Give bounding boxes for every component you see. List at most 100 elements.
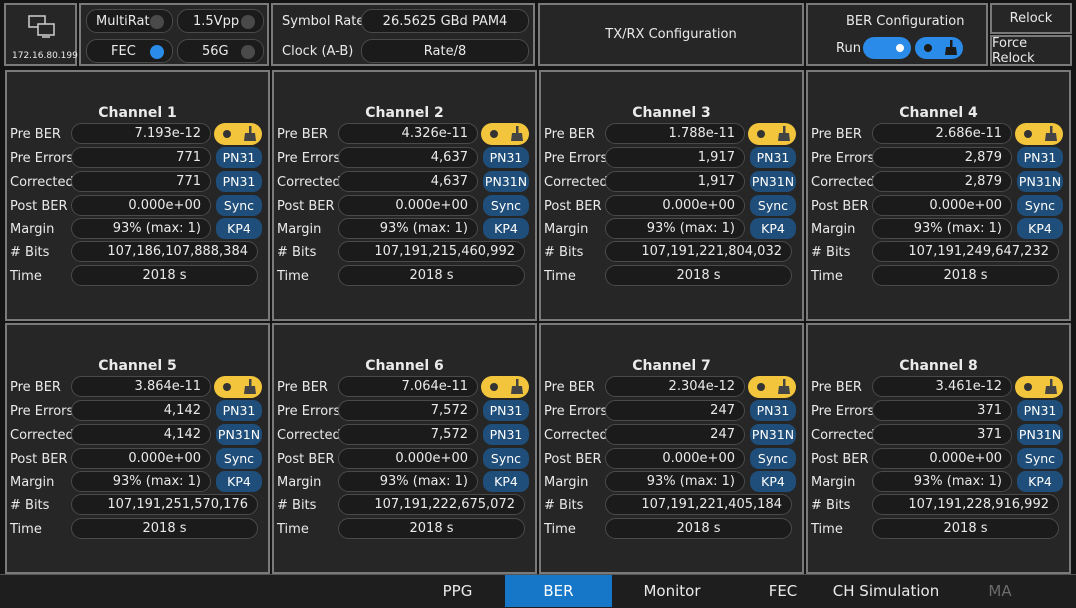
row-label-bits: # Bits bbox=[811, 498, 851, 513]
row-label-post-ber: Post BER bbox=[544, 199, 602, 214]
bits-value: 107,191,251,570,176 bbox=[107, 497, 248, 512]
pre-ber-reset-toggle[interactable] bbox=[481, 123, 529, 145]
post-ber-value: 0.000e+00 bbox=[929, 198, 1002, 213]
vpp-toggle[interactable]: 1.5Vpp bbox=[177, 9, 264, 33]
channel-title: Channel 2 bbox=[365, 105, 444, 121]
tag1-badge[interactable]: PN31 bbox=[216, 147, 262, 168]
pre-ber-value-field: 3.864e-11 bbox=[71, 376, 211, 397]
tag2-badge[interactable]: PN31N bbox=[483, 171, 529, 192]
tag2-badge[interactable]: PN31N bbox=[750, 424, 796, 445]
txrx-config-button[interactable]: TX/RX Configuration bbox=[538, 3, 804, 66]
tag2-badge[interactable]: PN31 bbox=[216, 171, 262, 192]
tag1-badge[interactable]: PN31 bbox=[750, 400, 796, 421]
tag3-badge[interactable]: Sync bbox=[750, 195, 796, 216]
row-label-pre-errors: Pre Errors bbox=[811, 404, 875, 419]
row-label-margin: Margin bbox=[544, 222, 589, 237]
tag4-badge[interactable]: KP4 bbox=[1017, 471, 1063, 492]
tag3-badge[interactable]: Sync bbox=[1017, 448, 1063, 469]
margin-value-field: 93% (max: 1) bbox=[605, 218, 745, 239]
post-ber-value: 0.000e+00 bbox=[662, 198, 735, 213]
tag2-badge[interactable]: PN31N bbox=[216, 424, 262, 445]
post-ber-value: 0.000e+00 bbox=[662, 451, 735, 466]
tag4-badge[interactable]: KP4 bbox=[483, 471, 529, 492]
clock-field[interactable]: Rate/8 bbox=[361, 39, 529, 63]
tag1-badge[interactable]: PN31 bbox=[483, 400, 529, 421]
pre-ber-reset-toggle[interactable] bbox=[748, 123, 796, 145]
pre-ber-reset-toggle[interactable] bbox=[1015, 123, 1063, 145]
post-ber-value-field: 0.000e+00 bbox=[872, 448, 1012, 469]
tab-fec[interactable]: FEC bbox=[768, 582, 798, 600]
corrected-value: 1,917 bbox=[697, 174, 735, 189]
tag3-badge[interactable]: Sync bbox=[750, 448, 796, 469]
device-ip: 172.16.80.199 bbox=[12, 51, 78, 61]
tag2-badge[interactable]: PN31 bbox=[483, 424, 529, 445]
tag1-badge[interactable]: PN31 bbox=[750, 147, 796, 168]
margin-value: 93% (max: 1) bbox=[913, 474, 1002, 489]
vpp-label: 1.5Vpp bbox=[193, 13, 240, 29]
row-label-corrected: Corrected bbox=[10, 428, 74, 443]
row-label-pre-errors: Pre Errors bbox=[277, 404, 341, 419]
pre-ber-value-field: 7.193e-12 bbox=[71, 123, 211, 144]
pre-errors-value-field: 247 bbox=[605, 400, 745, 421]
pre-ber-reset-toggle[interactable] bbox=[481, 376, 529, 398]
margin-value-field: 93% (max: 1) bbox=[338, 218, 478, 239]
tag1-badge[interactable]: PN31 bbox=[483, 147, 529, 168]
tag4-badge[interactable]: KP4 bbox=[1017, 218, 1063, 239]
margin-value-field: 93% (max: 1) bbox=[605, 471, 745, 492]
run-toggle[interactable] bbox=[863, 37, 911, 59]
bits-value: 107,191,221,804,032 bbox=[641, 244, 782, 259]
tag3-badge[interactable]: Sync bbox=[216, 448, 262, 469]
pre-ber-value: 1.788e-11 bbox=[668, 126, 735, 141]
tag4-badge[interactable]: KP4 bbox=[216, 218, 262, 239]
channel-title: Channel 3 bbox=[632, 105, 711, 121]
pre-ber-reset-toggle[interactable] bbox=[1015, 376, 1063, 398]
tab-ppg[interactable]: PPG bbox=[442, 582, 473, 600]
force-relock-button[interactable]: Force Relock bbox=[990, 35, 1072, 66]
corrected-value-field: 7,572 bbox=[338, 424, 478, 445]
post-ber-value: 0.000e+00 bbox=[395, 451, 468, 466]
tag4-badge[interactable]: KP4 bbox=[483, 218, 529, 239]
tab-ber[interactable]: BER bbox=[505, 575, 612, 607]
post-ber-value: 0.000e+00 bbox=[929, 451, 1002, 466]
row-label-margin: Margin bbox=[10, 222, 55, 237]
bits-value: 107,191,215,460,992 bbox=[374, 244, 515, 259]
row-label-corrected: Corrected bbox=[811, 428, 875, 443]
multirate-toggle[interactable]: MultiRate bbox=[86, 9, 173, 33]
broom-icon bbox=[945, 40, 957, 55]
tag3-badge[interactable]: Sync bbox=[216, 195, 262, 216]
tag3-badge[interactable]: Sync bbox=[1017, 195, 1063, 216]
clear-all-toggle[interactable] bbox=[915, 37, 963, 59]
pre-ber-reset-toggle[interactable] bbox=[214, 123, 262, 145]
symbol-rate-field[interactable]: 26.5625 GBd PAM4 bbox=[361, 9, 529, 33]
pre-ber-reset-toggle[interactable] bbox=[214, 376, 262, 398]
tab-monitor[interactable]: Monitor bbox=[643, 582, 701, 600]
tag2-badge[interactable]: PN31N bbox=[1017, 424, 1063, 445]
tag2-badge[interactable]: PN31N bbox=[1017, 171, 1063, 192]
tag4-badge[interactable]: KP4 bbox=[216, 471, 262, 492]
tag4-badge[interactable]: KP4 bbox=[750, 218, 796, 239]
tag1-badge[interactable]: PN31 bbox=[1017, 400, 1063, 421]
corrected-value-field: 247 bbox=[605, 424, 745, 445]
relock-button[interactable]: Relock bbox=[990, 3, 1072, 34]
tag3-badge[interactable]: Sync bbox=[483, 448, 529, 469]
rate-toggle[interactable]: 56G bbox=[177, 39, 264, 63]
pre-ber-value-field: 4.326e-11 bbox=[338, 123, 478, 144]
bits-value: 107,191,249,647,232 bbox=[908, 244, 1049, 259]
pre-ber-reset-toggle[interactable] bbox=[748, 376, 796, 398]
fec-toggle[interactable]: FEC bbox=[86, 39, 173, 63]
tag1-badge[interactable]: PN31 bbox=[216, 400, 262, 421]
tag4-badge[interactable]: KP4 bbox=[750, 471, 796, 492]
row-label-pre-ber: Pre BER bbox=[811, 127, 862, 142]
row-label-time: Time bbox=[10, 522, 42, 537]
txrx-config-label: TX/RX Configuration bbox=[605, 27, 737, 42]
row-label-pre-ber: Pre BER bbox=[811, 380, 862, 395]
tag1-badge[interactable]: PN31 bbox=[1017, 147, 1063, 168]
multirate-label: MultiRate bbox=[96, 13, 158, 29]
row-label-bits: # Bits bbox=[277, 498, 317, 513]
ber-config-panel: BER Configuration Run bbox=[806, 3, 988, 66]
fec-label: FEC bbox=[111, 43, 136, 59]
channel-title: Channel 8 bbox=[899, 358, 978, 374]
tag3-badge[interactable]: Sync bbox=[483, 195, 529, 216]
tab-ch-simulation[interactable]: CH Simulation bbox=[832, 582, 940, 600]
tag2-badge[interactable]: PN31N bbox=[750, 171, 796, 192]
